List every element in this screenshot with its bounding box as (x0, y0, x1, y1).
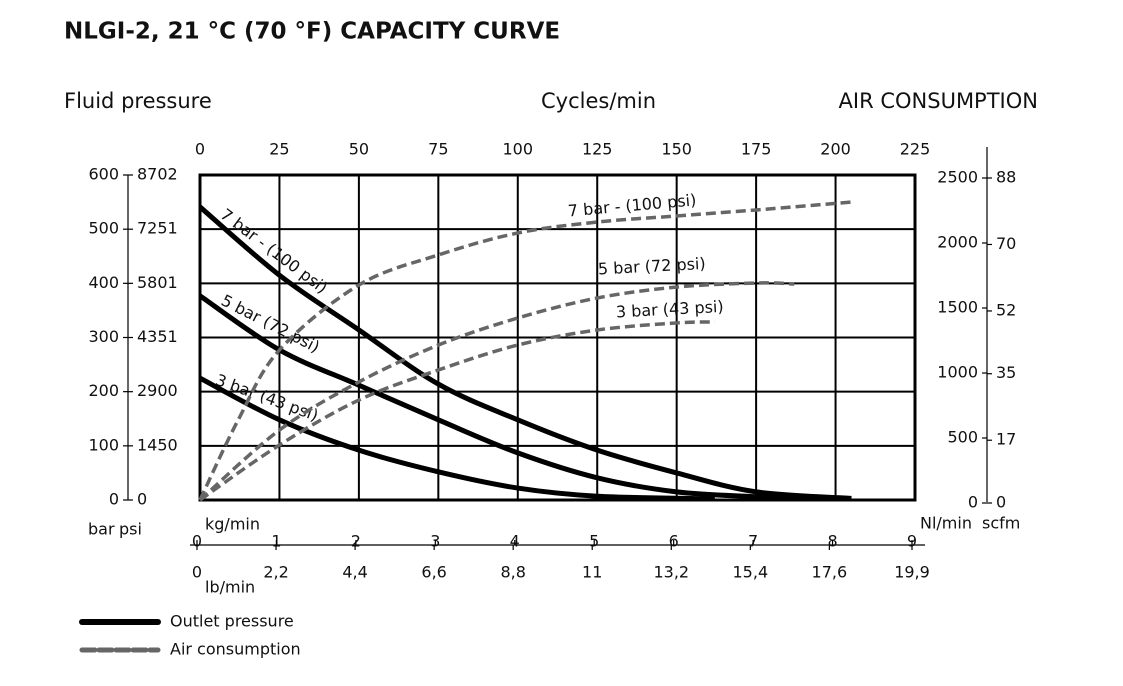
y-tick-label: 0 (109, 490, 119, 509)
x-lb-tick-label: 2,2 (263, 563, 288, 582)
y-psi-tick-label: 8702 (137, 165, 178, 184)
x-lb-label: lb/min (205, 578, 255, 597)
y2-scfm-tick-label: 0 (996, 493, 1006, 512)
y-psi-tick-label: 2900 (137, 381, 178, 400)
y2-tick-label: 1500 (937, 298, 978, 317)
y-psi-tick-label: 4351 (137, 327, 178, 346)
air-curve (198, 200, 852, 501)
x-axis-title: Cycles/min (541, 89, 656, 113)
y-psi-unit: psi (119, 520, 142, 539)
x-tick-label: 125 (582, 140, 613, 159)
y-tick-label: 600 (88, 165, 119, 184)
pressure-curve (198, 205, 852, 501)
x-tick-label: 175 (741, 140, 772, 159)
x-lb-tick-label: 13,2 (653, 563, 689, 582)
y2-axis-title: AIR CONSUMPTION (839, 89, 1038, 113)
legend-label: Outlet pressure (170, 612, 294, 631)
x-tick-label: 50 (349, 140, 369, 159)
y2-tick-label: 500 (947, 428, 978, 447)
pressure-curve (198, 293, 804, 502)
y2-tick-label: 0 (968, 493, 978, 512)
air-curve (198, 281, 795, 502)
y-unit: bar (88, 520, 115, 539)
x-tick-label: 25 (269, 140, 289, 159)
chart-title: NLGI-2, 21 °C (70 °F) CAPACITY CURVE (64, 19, 560, 45)
x-tick-label: 200 (820, 140, 851, 159)
y2-scfm-tick-label: 35 (996, 363, 1016, 382)
y2-tick-label: 1000 (937, 363, 978, 382)
x-lb-tick-label: 4,4 (342, 563, 367, 582)
y-axis-title: Fluid pressure (64, 89, 212, 113)
y-tick-label: 100 (88, 435, 119, 454)
x-lb-tick-label: 0 (192, 563, 202, 582)
air-curve (199, 320, 715, 502)
x-lb-tick-label: 17,6 (812, 563, 848, 582)
y-tick-label: 400 (88, 273, 119, 292)
x-tick-label: 150 (661, 140, 692, 159)
y2-scfm-tick-label: 88 (996, 168, 1016, 187)
y2-unit: Nl/min (920, 514, 972, 533)
y-psi-tick-label: 5801 (137, 273, 178, 292)
legend-label: Air consumption (170, 640, 301, 659)
y2-scfm-unit: scfm (982, 514, 1020, 533)
x-tick-label: 100 (503, 140, 534, 159)
y2-tick-label: 2500 (937, 168, 978, 187)
x-lb-tick-label: 6,6 (421, 563, 446, 582)
x-lb-tick-label: 8,8 (500, 563, 525, 582)
x-tick-label: 225 (900, 140, 931, 159)
y-tick-label: 200 (88, 381, 119, 400)
pressure-curve (198, 375, 715, 502)
x-tick-label: 0 (195, 140, 205, 159)
x-lb-tick-label: 11 (582, 563, 602, 582)
y-psi-tick-label: 7251 (137, 219, 178, 238)
x-lb-tick-label: 15,4 (733, 563, 769, 582)
x-lb-tick-label: 19,9 (894, 563, 930, 582)
y2-scfm-tick-label: 70 (996, 234, 1016, 253)
y2-tick-label: 2000 (937, 233, 978, 252)
y-tick-label: 500 (88, 219, 119, 238)
x-kg-label: kg/min (205, 515, 260, 534)
y-psi-tick-label: 1450 (137, 435, 178, 454)
x-tick-label: 75 (428, 140, 448, 159)
y-psi-tick-label: 0 (137, 490, 147, 509)
y2-scfm-tick-label: 52 (996, 300, 1016, 319)
curve-label: 5 bar (72 psi) (597, 254, 706, 279)
y2-scfm-tick-label: 17 (996, 430, 1016, 449)
y-tick-label: 300 (88, 327, 119, 346)
curve-label: 3 bar (43 psi) (615, 297, 724, 322)
